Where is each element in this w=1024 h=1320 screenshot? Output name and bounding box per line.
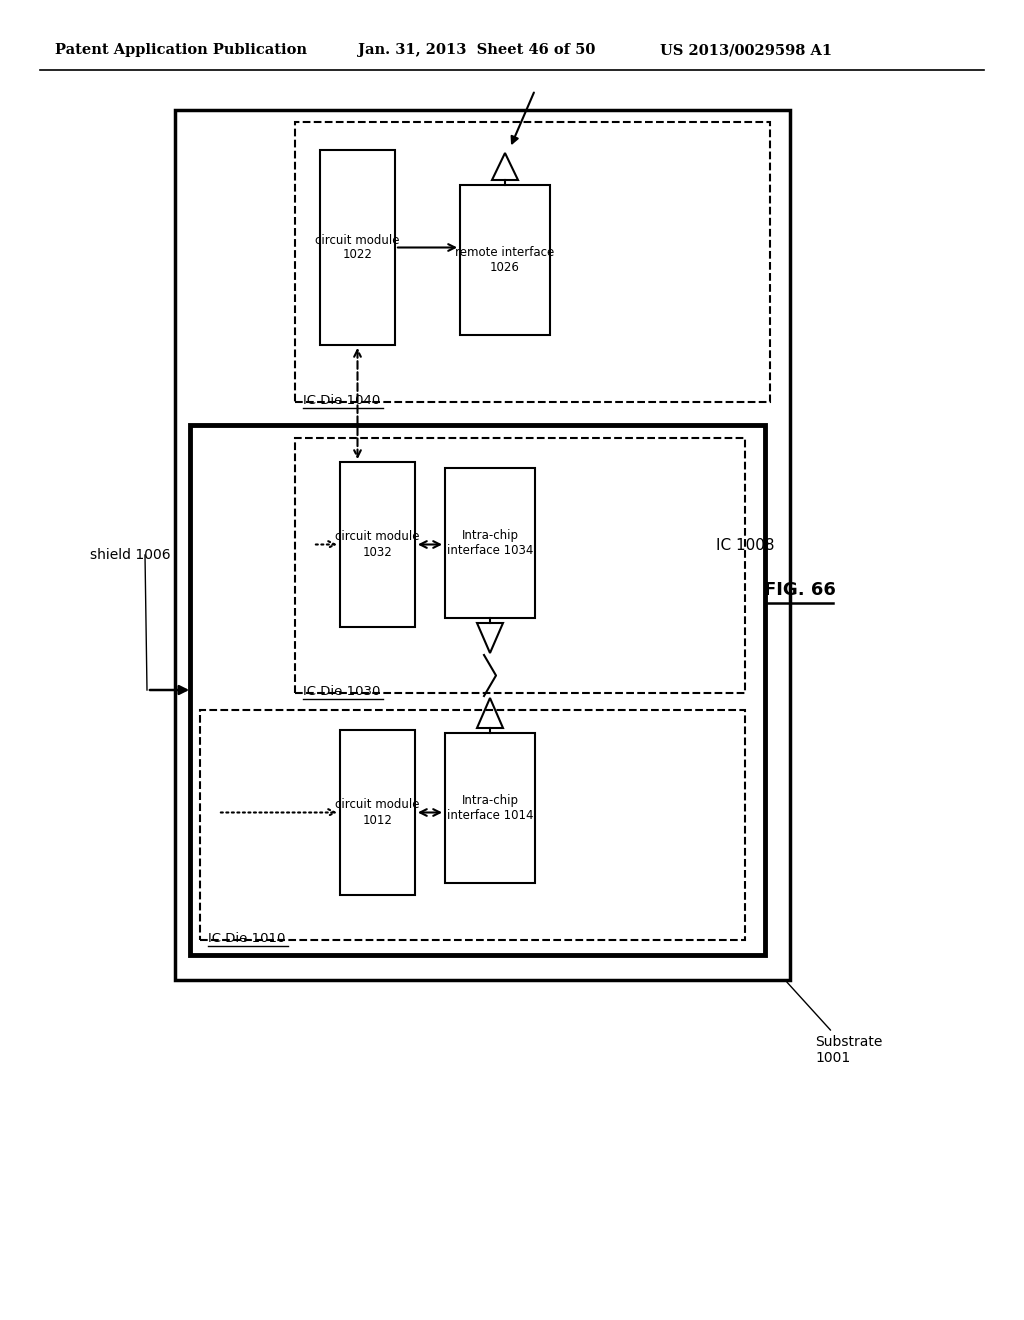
Bar: [319, 150, 395, 345]
Text: circuit module
1022: circuit module 1022: [315, 234, 399, 261]
Text: Intra-chip
interface 1034: Intra-chip interface 1034: [446, 529, 534, 557]
Text: IC Die 1030: IC Die 1030: [303, 685, 380, 698]
Text: IC Die 1010: IC Die 1010: [208, 932, 286, 945]
Text: Substrate
1001: Substrate 1001: [786, 982, 883, 1065]
Bar: [340, 730, 415, 895]
Text: remote interface
1026: remote interface 1026: [456, 246, 555, 275]
Bar: [295, 438, 745, 693]
Text: Intra-chip
interface 1014: Intra-chip interface 1014: [446, 795, 534, 822]
Text: shield 1006: shield 1006: [90, 548, 171, 562]
Text: FIG. 66: FIG. 66: [764, 581, 836, 599]
Text: IC 1008: IC 1008: [717, 537, 775, 553]
Bar: [445, 733, 535, 883]
Bar: [460, 185, 550, 335]
Bar: [295, 121, 770, 403]
Text: circuit module
1032: circuit module 1032: [335, 531, 420, 558]
Bar: [200, 710, 745, 940]
Text: Patent Application Publication: Patent Application Publication: [55, 44, 307, 57]
Bar: [445, 469, 535, 618]
Text: circuit module
1012: circuit module 1012: [335, 799, 420, 826]
Bar: [340, 462, 415, 627]
Text: US 2013/0029598 A1: US 2013/0029598 A1: [660, 44, 833, 57]
Text: Jan. 31, 2013  Sheet 46 of 50: Jan. 31, 2013 Sheet 46 of 50: [358, 44, 595, 57]
Bar: [175, 110, 790, 979]
Text: IC Die 1040: IC Die 1040: [303, 393, 380, 407]
Bar: [190, 425, 765, 954]
